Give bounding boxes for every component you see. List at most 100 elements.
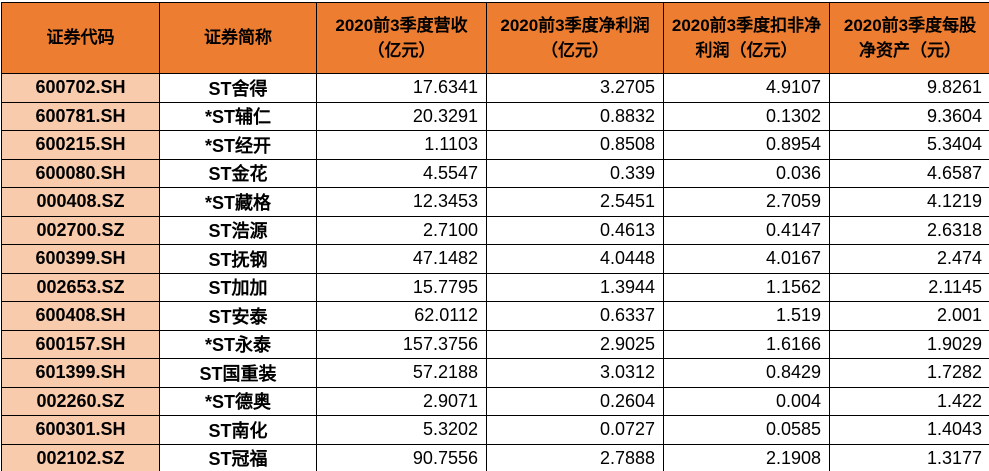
table-row: 002653.SZ ST加加 15.7795 1.3944 1.1562 2.1…	[1, 272, 989, 302]
cell-security-name: *ST经开	[159, 130, 317, 160]
cell-revenue: 90.7556	[316, 443, 487, 471]
cell-deducted-net-profit: 0.004	[663, 386, 830, 416]
table-row: 600157.SH *ST永泰 157.3756 2.9025 1.6166 1…	[1, 329, 989, 359]
cell-net-profit: 0.8832	[486, 101, 664, 131]
cell-security-code: 002653.SZ	[1, 272, 160, 302]
cell-revenue: 57.2188	[316, 358, 487, 388]
cell-security-code: 600215.SH	[1, 130, 160, 160]
cell-net-asset-per-share: 1.9029	[829, 329, 989, 359]
cell-security-name: ST金花	[159, 158, 317, 188]
cell-net-profit: 4.0448	[486, 244, 664, 274]
cell-security-name: ST浩源	[159, 215, 317, 245]
cell-deducted-net-profit: 4.0167	[663, 244, 830, 274]
cell-security-name: ST安泰	[159, 301, 317, 331]
cell-net-profit: 0.6337	[486, 301, 664, 331]
cell-net-profit: 0.339	[486, 158, 664, 188]
cell-deducted-net-profit: 0.4147	[663, 215, 830, 245]
cell-revenue: 5.3202	[316, 415, 487, 445]
table-row: 000408.SZ *ST藏格 12.3453 2.5451 2.7059 4.…	[1, 187, 989, 217]
col-header-revenue: 2020前3季度营收（亿元）	[316, 2, 487, 74]
cell-security-code: 600080.SH	[1, 158, 160, 188]
table-row: 600215.SH *ST经开 1.1103 0.8508 0.8954 5.3…	[1, 130, 989, 160]
cell-security-code: 600781.SH	[1, 101, 160, 131]
cell-revenue: 15.7795	[316, 272, 487, 302]
cell-security-code: 002260.SZ	[1, 386, 160, 416]
cell-deducted-net-profit: 0.0585	[663, 415, 830, 445]
cell-net-asset-per-share: 4.1219	[829, 187, 989, 217]
col-header-security-code: 证券代码	[1, 2, 160, 74]
cell-revenue: 1.1103	[316, 130, 487, 160]
table-row: 600408.SH ST安泰 62.0112 0.6337 1.519 2.00…	[1, 301, 989, 331]
cell-deducted-net-profit: 1.519	[663, 301, 830, 331]
table-row: 002260.SZ *ST德奥 2.9071 0.2604 0.004 1.42…	[1, 386, 989, 416]
cell-net-asset-per-share: 9.3604	[829, 101, 989, 131]
cell-deducted-net-profit: 0.8954	[663, 130, 830, 160]
table-header: 证券代码 证券简称 2020前3季度营收（亿元） 2020前3季度净利润（亿元）…	[1, 2, 989, 74]
cell-security-name: ST舍得	[159, 73, 317, 103]
cell-revenue: 20.3291	[316, 101, 487, 131]
cell-revenue: 47.1482	[316, 244, 487, 274]
table-row: 600301.SH ST南化 5.3202 0.0727 0.0585 1.40…	[1, 415, 989, 445]
cell-security-code: 600408.SH	[1, 301, 160, 331]
cell-net-profit: 0.8508	[486, 130, 664, 160]
cell-net-asset-per-share: 5.3404	[829, 130, 989, 160]
cell-net-asset-per-share: 1.3177	[829, 443, 989, 471]
cell-security-code: 002700.SZ	[1, 215, 160, 245]
table-row: 601399.SH ST国重装 57.2188 3.0312 0.8429 1.…	[1, 358, 989, 388]
cell-security-code: 600399.SH	[1, 244, 160, 274]
cell-security-code: 002102.SZ	[1, 443, 160, 471]
cell-deducted-net-profit: 4.9107	[663, 73, 830, 103]
cell-net-asset-per-share: 2.6318	[829, 215, 989, 245]
cell-security-name: ST抚钢	[159, 244, 317, 274]
col-header-net-profit: 2020前3季度净利润（亿元）	[486, 2, 664, 74]
cell-net-profit: 1.3944	[486, 272, 664, 302]
cell-net-profit: 0.0727	[486, 415, 664, 445]
cell-net-profit: 2.9025	[486, 329, 664, 359]
col-header-net-asset-per-share: 2020前3季度每股净资产（元）	[829, 2, 989, 74]
cell-net-asset-per-share: 2.001	[829, 301, 989, 331]
cell-revenue: 4.5547	[316, 158, 487, 188]
table-row: 002700.SZ ST浩源 2.7100 0.4613 0.4147 2.63…	[1, 215, 989, 245]
cell-net-asset-per-share: 2.474	[829, 244, 989, 274]
cell-security-code: 600157.SH	[1, 329, 160, 359]
cell-security-code: 000408.SZ	[1, 187, 160, 217]
table-row: 600702.SH ST舍得 17.6341 3.2705 4.9107 9.8…	[1, 73, 989, 103]
cell-deducted-net-profit: 1.6166	[663, 329, 830, 359]
cell-net-profit: 0.2604	[486, 386, 664, 416]
cell-deducted-net-profit: 1.1562	[663, 272, 830, 302]
cell-deducted-net-profit: 2.7059	[663, 187, 830, 217]
cell-net-profit: 2.5451	[486, 187, 664, 217]
cell-security-name: *ST德奥	[159, 386, 317, 416]
cell-net-asset-per-share: 1.4043	[829, 415, 989, 445]
table-row: 600781.SH *ST辅仁 20.3291 0.8832 0.1302 9.…	[1, 101, 989, 131]
cell-security-name: *ST永泰	[159, 329, 317, 359]
cell-net-profit: 2.7888	[486, 443, 664, 471]
cell-net-asset-per-share: 1.422	[829, 386, 989, 416]
cell-security-name: ST国重装	[159, 358, 317, 388]
cell-revenue: 12.3453	[316, 187, 487, 217]
cell-revenue: 157.3756	[316, 329, 487, 359]
table-row: 600080.SH ST金花 4.5547 0.339 0.036 4.6587	[1, 158, 989, 188]
table-row: 002102.SZ ST冠福 90.7556 2.7888 2.1908 1.3…	[1, 443, 989, 471]
cell-deducted-net-profit: 0.8429	[663, 358, 830, 388]
cell-revenue: 62.0112	[316, 301, 487, 331]
cell-deducted-net-profit: 2.1908	[663, 443, 830, 471]
cell-security-name: *ST藏格	[159, 187, 317, 217]
cell-net-asset-per-share: 2.1145	[829, 272, 989, 302]
cell-net-profit: 0.4613	[486, 215, 664, 245]
cell-security-code: 600702.SH	[1, 73, 160, 103]
cell-net-asset-per-share: 1.7282	[829, 358, 989, 388]
cell-net-profit: 3.0312	[486, 358, 664, 388]
header-row: 证券代码 证券简称 2020前3季度营收（亿元） 2020前3季度净利润（亿元）…	[1, 2, 989, 74]
cell-deducted-net-profit: 0.1302	[663, 101, 830, 131]
col-header-security-name: 证券简称	[159, 2, 317, 74]
cell-security-name: ST南化	[159, 415, 317, 445]
table-body: 600702.SH ST舍得 17.6341 3.2705 4.9107 9.8…	[1, 73, 989, 471]
cell-security-name: ST加加	[159, 272, 317, 302]
cell-net-profit: 3.2705	[486, 73, 664, 103]
col-header-deducted-net-profit: 2020前3季度扣非净利润（亿元）	[663, 2, 830, 74]
cell-revenue: 2.9071	[316, 386, 487, 416]
cell-net-asset-per-share: 4.6587	[829, 158, 989, 188]
